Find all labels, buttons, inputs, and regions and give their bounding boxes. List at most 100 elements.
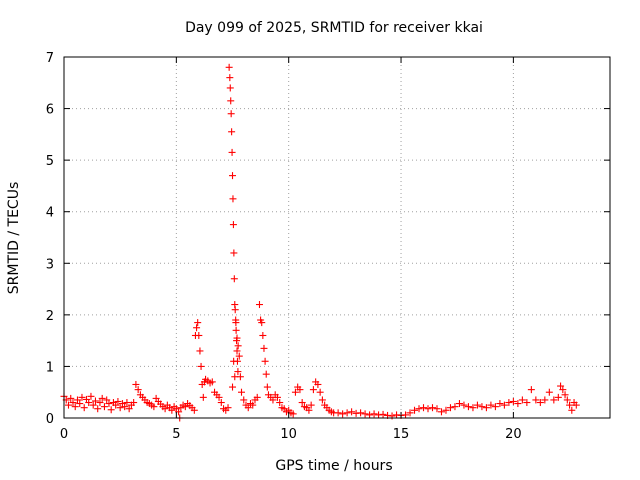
data-point — [85, 399, 93, 407]
x-tick-label: 15 — [393, 427, 410, 442]
data-point — [195, 331, 203, 339]
data-point — [296, 386, 304, 394]
data-point — [96, 399, 104, 407]
data-point — [229, 172, 237, 180]
data-point — [121, 403, 129, 411]
data-point — [482, 404, 490, 412]
data-point — [215, 393, 223, 401]
data-point — [194, 319, 202, 327]
data-point — [442, 406, 450, 414]
data-point — [269, 396, 277, 404]
data-point — [232, 319, 240, 327]
data-point — [100, 403, 108, 411]
data-point — [175, 408, 183, 416]
data-point — [424, 405, 432, 413]
data-point — [550, 396, 558, 404]
data-point — [261, 357, 269, 365]
data-point — [473, 401, 481, 409]
data-point — [234, 368, 242, 376]
x-tick-label: 5 — [172, 427, 180, 442]
data-point — [116, 404, 124, 412]
data-point — [107, 406, 115, 414]
data-point — [196, 347, 204, 355]
data-point — [491, 403, 499, 411]
data-point — [225, 63, 233, 71]
data-point — [357, 409, 365, 417]
data-point — [420, 404, 428, 412]
x-tick-label: 20 — [505, 427, 522, 442]
y-tick-label: 1 — [46, 360, 54, 375]
x-tick-label: 0 — [60, 427, 68, 442]
data-point — [402, 411, 410, 419]
data-point — [230, 357, 238, 365]
data-point — [249, 401, 257, 409]
data-point — [572, 401, 580, 409]
data-point — [563, 396, 571, 404]
data-point — [478, 403, 486, 411]
data-point — [238, 388, 246, 396]
data-point — [253, 393, 261, 401]
plot-frame — [63, 56, 611, 419]
data-point — [469, 404, 477, 412]
y-tick-label: 3 — [46, 257, 54, 272]
data-point — [230, 275, 238, 283]
data-point — [228, 128, 236, 136]
data-point — [276, 399, 284, 407]
data-point — [227, 110, 235, 118]
data-point — [411, 406, 419, 414]
data-point — [298, 399, 306, 407]
data-point — [415, 405, 423, 413]
data-point — [348, 408, 356, 416]
y-tick-label: 6 — [46, 103, 54, 118]
data-point — [73, 396, 81, 404]
data-point — [229, 221, 237, 229]
data-point — [433, 405, 441, 413]
data-point — [545, 388, 553, 396]
data-point — [233, 334, 241, 342]
data-point — [71, 403, 79, 411]
axis-ticks: 0 5 10 15 20 0 1 2 3 4 5 6 7 — [46, 51, 610, 442]
data-point — [259, 331, 267, 339]
data-point — [132, 380, 140, 388]
data-point — [98, 394, 106, 402]
data-point — [105, 400, 113, 408]
data-point — [260, 344, 268, 352]
data-point — [339, 410, 347, 418]
data-point — [134, 386, 142, 394]
data-point — [208, 378, 216, 386]
data-point — [76, 400, 84, 408]
data-point — [262, 370, 270, 378]
data-point — [559, 386, 567, 394]
data-point — [80, 404, 88, 412]
data-point — [255, 301, 263, 309]
data-point — [258, 319, 266, 327]
data-point — [199, 393, 207, 401]
data-points — [60, 63, 580, 422]
data-point — [568, 406, 576, 414]
x-axis-label: GPS time / hours — [275, 458, 392, 474]
data-point — [557, 382, 565, 390]
data-point — [232, 326, 240, 334]
data-point — [193, 324, 201, 332]
y-tick-label: 2 — [46, 309, 54, 324]
data-point — [161, 405, 169, 413]
data-point — [554, 393, 562, 401]
data-point — [234, 342, 242, 350]
data-point — [343, 409, 351, 417]
chart-title: Day 099 of 2025, SRMTID for receiver kka… — [185, 20, 483, 36]
data-point — [125, 405, 133, 413]
data-point — [366, 411, 374, 419]
data-point — [523, 399, 531, 407]
data-point — [291, 388, 299, 396]
data-point — [233, 347, 241, 355]
data-point — [273, 393, 281, 401]
data-point — [316, 388, 324, 396]
data-point — [94, 405, 102, 413]
data-point — [190, 406, 198, 414]
data-point — [334, 409, 342, 417]
data-point — [69, 399, 77, 407]
data-point — [379, 410, 387, 418]
y-tick-label: 4 — [46, 206, 54, 221]
data-point — [309, 386, 317, 394]
